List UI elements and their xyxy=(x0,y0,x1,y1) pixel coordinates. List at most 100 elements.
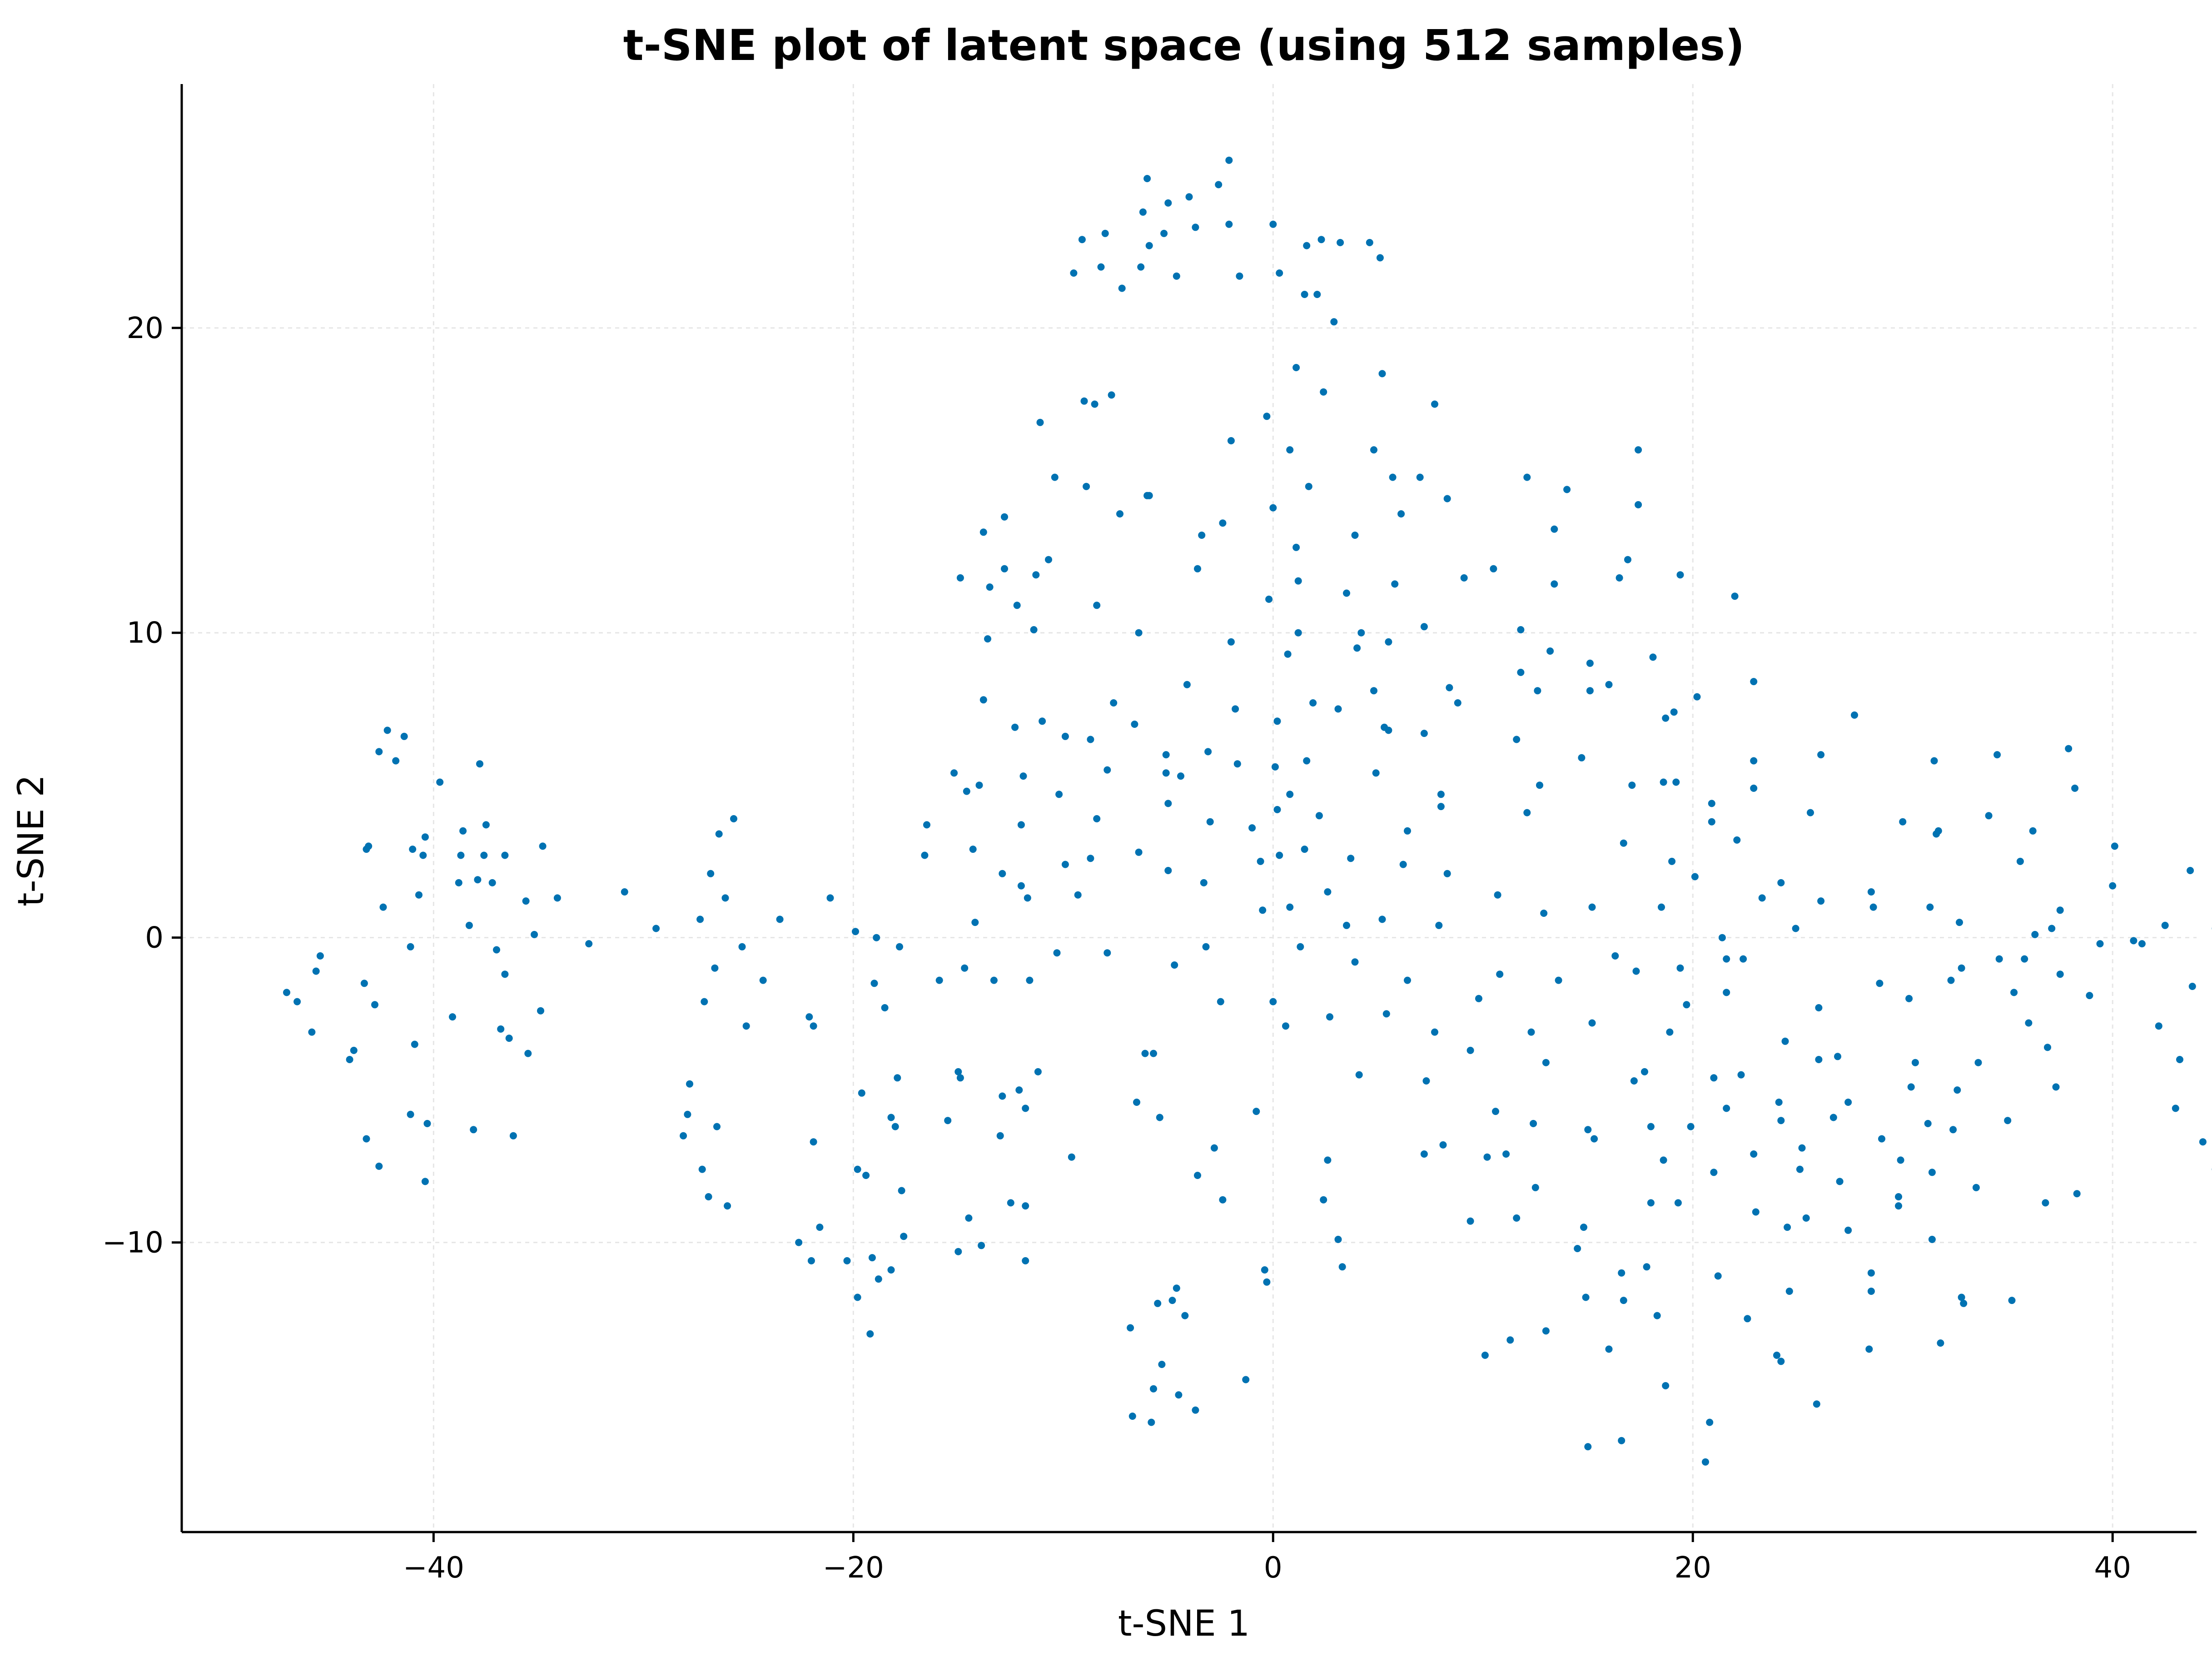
scatter-point xyxy=(1733,836,1741,844)
scatter-point xyxy=(1624,556,1631,563)
scatter-point xyxy=(1017,882,1025,890)
scatter-point xyxy=(1162,751,1170,759)
scatter-point xyxy=(887,1266,895,1274)
scatter-point xyxy=(1653,1312,1661,1319)
scatter-point xyxy=(400,732,408,740)
scatter-point xyxy=(1370,687,1377,695)
scatter-point xyxy=(360,980,368,987)
scatter-point xyxy=(2056,970,2064,978)
scatter-point xyxy=(1490,565,1497,572)
scatter-point xyxy=(1259,906,1267,914)
scatter-point xyxy=(979,696,987,704)
scatter-point xyxy=(1723,955,1730,963)
scatter-point xyxy=(1397,510,1405,518)
scatter-point xyxy=(854,1165,861,1173)
scatter-point xyxy=(1145,242,1153,249)
scatter-point xyxy=(2188,983,2196,990)
scatter-point xyxy=(1523,473,1531,481)
scatter-point xyxy=(1273,806,1281,813)
scatter-point xyxy=(501,970,509,978)
scatter-point xyxy=(2071,784,2079,792)
scatter-point xyxy=(1718,934,1726,941)
scatter-point xyxy=(1091,400,1099,408)
x-tick-label: 40 xyxy=(2094,1551,2131,1585)
scatter-point xyxy=(1807,809,1814,816)
scatter-point xyxy=(1897,1156,1904,1164)
scatter-point xyxy=(1399,861,1407,868)
scatter-point xyxy=(1662,714,1670,722)
scatter-point xyxy=(2029,827,2037,835)
scatter-point xyxy=(742,1022,750,1030)
scatter-point xyxy=(1292,364,1300,371)
scatter-point xyxy=(1219,1196,1227,1204)
scatter-point xyxy=(1714,1272,1722,1280)
scatter-point xyxy=(1192,224,1199,231)
scatter-point xyxy=(1078,236,1086,244)
scatter-point xyxy=(2010,989,2018,996)
scatter-point xyxy=(1907,1083,1915,1091)
scatter-point xyxy=(2025,1019,2033,1027)
scatter-point xyxy=(1437,791,1445,798)
scatter-point xyxy=(1148,1418,1155,1426)
scatter-point xyxy=(1578,754,1586,761)
scatter-point xyxy=(1276,269,1283,277)
scatter-point xyxy=(1353,644,1361,652)
scatter-point xyxy=(1135,629,1143,637)
scatter-point xyxy=(1708,800,1715,807)
scatter-point xyxy=(1494,891,1501,899)
scatter-point xyxy=(1131,721,1138,728)
scatter-point xyxy=(896,943,903,950)
scatter-point xyxy=(1798,1144,1806,1152)
scatter-point xyxy=(921,851,929,859)
scatter-point xyxy=(713,1123,721,1130)
scatter-point xyxy=(1219,519,1227,527)
scatter-point xyxy=(1378,916,1386,923)
scatter-point xyxy=(1051,473,1059,481)
scatter-point xyxy=(963,787,970,795)
scatter-point xyxy=(1492,1108,1499,1115)
scatter-point xyxy=(858,1089,865,1097)
scatter-point xyxy=(1389,473,1397,481)
scatter-point xyxy=(1928,1235,1936,1243)
scatter-point xyxy=(1985,812,1993,820)
scatter-point xyxy=(1750,784,1758,792)
scatter-point xyxy=(898,1187,905,1194)
scatter-point xyxy=(1194,1172,1201,1179)
scatter-point xyxy=(1481,1351,1489,1359)
scatter-point xyxy=(999,1092,1006,1100)
scatter-point xyxy=(2111,842,2118,850)
scatter-point xyxy=(1542,1327,1550,1335)
scatter-point xyxy=(1792,925,1799,932)
scatter-point xyxy=(1039,717,1046,725)
scatter-point xyxy=(1670,708,1678,716)
scatter-point xyxy=(501,851,509,859)
scatter-point xyxy=(1093,815,1101,822)
scatter-point xyxy=(738,943,746,950)
scatter-point xyxy=(493,946,500,954)
scatter-point xyxy=(1740,955,1747,963)
scatter-point xyxy=(1867,888,1875,896)
scatter-point xyxy=(1616,574,1623,582)
scatter-point xyxy=(1563,486,1571,493)
scatter-point xyxy=(1343,921,1350,929)
scatter-point xyxy=(1315,812,1323,820)
scatter-point xyxy=(1785,1288,1793,1295)
scatter-point xyxy=(1773,1351,1780,1359)
scatter-point xyxy=(1301,846,1308,853)
scatter-point xyxy=(1343,589,1350,597)
scatter-point xyxy=(1483,1153,1491,1161)
scatter-point xyxy=(1876,980,1884,987)
scatter-point xyxy=(1217,998,1224,1005)
scatter-point xyxy=(1210,1144,1218,1152)
scatter-point xyxy=(1750,678,1758,686)
scatter-point xyxy=(2176,1056,2183,1063)
scatter-point xyxy=(1527,1028,1535,1036)
scatter-point xyxy=(1055,791,1063,798)
scatter-point xyxy=(1294,577,1302,585)
scatter-point xyxy=(1844,1099,1852,1106)
scatter-point xyxy=(1895,1202,1902,1210)
scatter-point xyxy=(870,980,878,987)
scatter-point xyxy=(1620,839,1627,847)
scatter-point xyxy=(1320,388,1327,396)
scatter-point xyxy=(1454,699,1461,707)
